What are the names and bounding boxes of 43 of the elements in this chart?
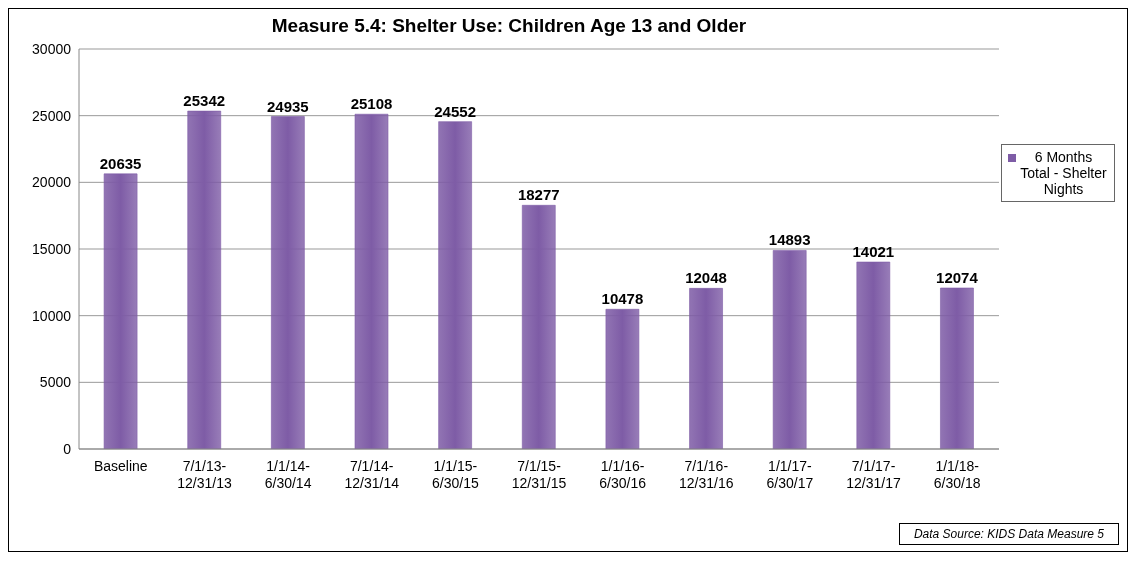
x-tick-label: 7/1/14-12/31/14	[344, 458, 400, 491]
bar	[856, 261, 891, 449]
data-label: 24552	[434, 102, 476, 120]
x-tick-label: 7/1/15-12/31/15	[511, 458, 567, 491]
x-tick-label: Baseline	[93, 458, 148, 474]
data-label: 25108	[350, 95, 393, 113]
data-label: 24935	[267, 97, 309, 115]
data-label: 14893	[768, 231, 811, 249]
bar	[939, 287, 974, 449]
data-label: 18277	[517, 186, 560, 204]
x-tick-label: 1/1/14-6/30/14	[264, 458, 312, 491]
data-label: 12048	[685, 269, 727, 287]
data-label: 12074	[936, 269, 979, 287]
bar	[354, 113, 389, 449]
x-tick-label: 7/1/17-12/31/17	[846, 458, 902, 491]
x-tick-label: 1/1/18-6/30/18	[933, 458, 981, 491]
x-tick-label: 7/1/13-12/31/13	[177, 458, 232, 491]
x-tick-label: 7/1/16-12/31/16	[679, 458, 734, 491]
data-label: 20635	[99, 154, 142, 172]
bar	[103, 173, 138, 449]
source-note: Data Source: KIDS Data Measure 5	[898, 523, 1119, 545]
bar	[521, 204, 556, 449]
y-tick-label: 25000	[32, 107, 72, 124]
bar	[689, 287, 724, 449]
y-tick-label: 15000	[32, 240, 72, 257]
legend-label: 6 Months Total - Shelter Nights	[1019, 149, 1108, 197]
bar	[438, 121, 473, 449]
bar	[187, 110, 222, 449]
y-tick-label: 0	[63, 440, 72, 457]
bar	[605, 308, 640, 449]
data-label: 10478	[601, 290, 644, 308]
data-label: 25342	[183, 92, 226, 110]
x-tick-label: 1/1/16-6/30/16	[599, 458, 647, 491]
data-label: 14021	[852, 243, 895, 261]
bar	[772, 249, 807, 449]
x-tick-label: 1/1/17-6/30/17	[766, 458, 814, 491]
y-tick-label: 30000	[32, 40, 72, 57]
y-tick-label: 10000	[32, 307, 72, 324]
x-tick-label: 1/1/15-6/30/15	[432, 458, 479, 491]
chart-title: Measure 5.4: Shelter Use: Children Age 13 and Older	[270, 15, 748, 37]
y-tick-label: 5000	[39, 374, 72, 391]
y-tick-label: 20000	[32, 174, 72, 191]
bar	[270, 116, 305, 449]
